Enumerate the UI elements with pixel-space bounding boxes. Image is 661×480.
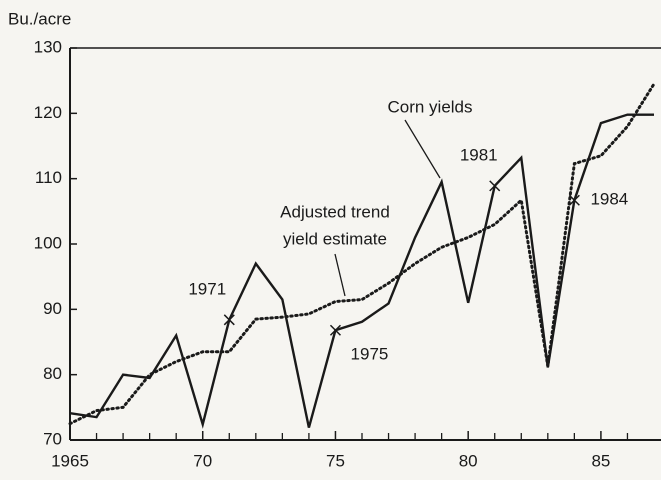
- x-tick-label: 75: [326, 451, 345, 470]
- series-label: yield estimate: [283, 229, 387, 248]
- point-marker: [223, 314, 235, 326]
- series-label: Corn yields: [387, 97, 472, 116]
- leader-line: [404, 119, 441, 179]
- series-label: Adjusted trend: [280, 202, 390, 221]
- point-marker: [568, 194, 580, 206]
- series-line: [68, 82, 656, 426]
- point-marker: [489, 180, 501, 192]
- y-tick-label: 110: [35, 168, 62, 187]
- marker-stroke: [489, 180, 501, 192]
- x-tick-label: 85: [591, 451, 610, 470]
- point-marker: [329, 324, 341, 336]
- point-label: 1984: [590, 190, 628, 209]
- x-tick-label: 70: [193, 451, 212, 470]
- marker-stroke: [223, 314, 235, 326]
- point-label: 1971: [188, 279, 226, 298]
- leader-line: [334, 253, 346, 297]
- marker-stroke: [568, 194, 580, 206]
- y-tick-label: 70: [43, 429, 62, 448]
- x-tick-label: 80: [459, 451, 478, 470]
- point-label: 1975: [351, 345, 389, 364]
- point-label: 1981: [460, 145, 498, 164]
- y-tick-label: 90: [43, 299, 62, 318]
- marker-stroke: [329, 324, 341, 336]
- y-axis-label: Bu./acre: [8, 9, 71, 28]
- x-tick-label: 1965: [51, 451, 89, 470]
- y-tick-label: 80: [43, 364, 62, 383]
- series-line: [69, 113, 654, 429]
- y-tick-label: 130: [34, 37, 62, 56]
- y-tick-label: 100: [34, 233, 62, 252]
- y-tick-label: 120: [34, 103, 62, 122]
